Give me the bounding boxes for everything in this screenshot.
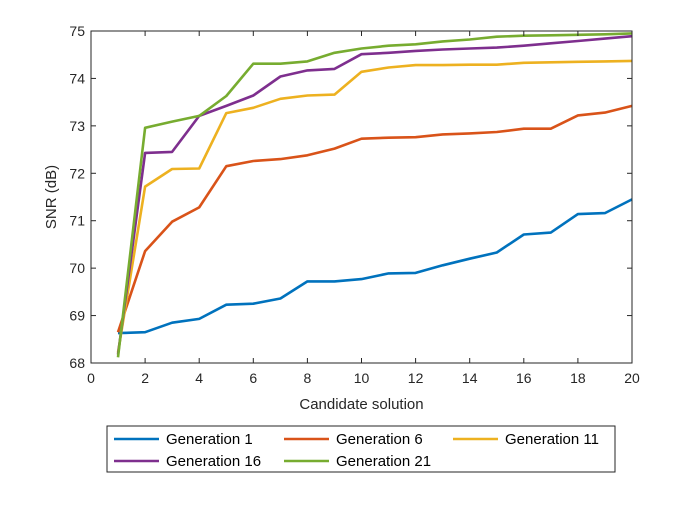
x-tick-label: 0 bbox=[87, 370, 95, 386]
y-tick-label: 68 bbox=[69, 355, 85, 371]
series-line-3 bbox=[116, 59, 633, 353]
y-tick-label: 72 bbox=[69, 165, 85, 181]
x-tick-label: 8 bbox=[304, 370, 312, 386]
series-line-1 bbox=[117, 198, 633, 335]
y-tick-label: 75 bbox=[69, 23, 85, 39]
x-tick-label: 6 bbox=[249, 370, 257, 386]
legend-label-2: Generation 6 bbox=[336, 431, 423, 448]
legend-label-4: Generation 16 bbox=[166, 453, 261, 470]
series-line-2 bbox=[116, 104, 633, 333]
legend-box bbox=[106, 425, 616, 473]
x-tick-label: 4 bbox=[195, 370, 203, 386]
y-tick-label: 69 bbox=[69, 308, 85, 324]
y-tick-label: 70 bbox=[69, 260, 85, 276]
x-tick-label: 2 bbox=[141, 370, 149, 386]
x-tick-label: 14 bbox=[462, 370, 478, 386]
series-line-5 bbox=[116, 32, 633, 358]
legend-label-3: Generation 11 bbox=[505, 431, 599, 448]
legend: Generation 1 Generation 6 Generation 11 Gen… bbox=[106, 425, 616, 473]
y-axis-label: SNR (dB) bbox=[43, 165, 60, 229]
x-axis-label: Candidate solution bbox=[299, 396, 423, 413]
legend-label-5: Generation 21 bbox=[336, 453, 431, 470]
x-tick-label: 12 bbox=[408, 370, 424, 386]
y-tick-label: 74 bbox=[69, 70, 85, 86]
plot-area bbox=[116, 32, 633, 358]
x-tick-label: 18 bbox=[570, 370, 586, 386]
x-tick-label: 20 bbox=[624, 370, 640, 386]
x-tick-label: 10 bbox=[354, 370, 370, 386]
series-line-4 bbox=[116, 34, 633, 355]
y-tick-label: 71 bbox=[69, 213, 85, 229]
y-tick-label: 73 bbox=[69, 118, 85, 134]
legend-label-1: Generation 1 bbox=[166, 431, 253, 448]
x-tick-label: 16 bbox=[516, 370, 532, 386]
